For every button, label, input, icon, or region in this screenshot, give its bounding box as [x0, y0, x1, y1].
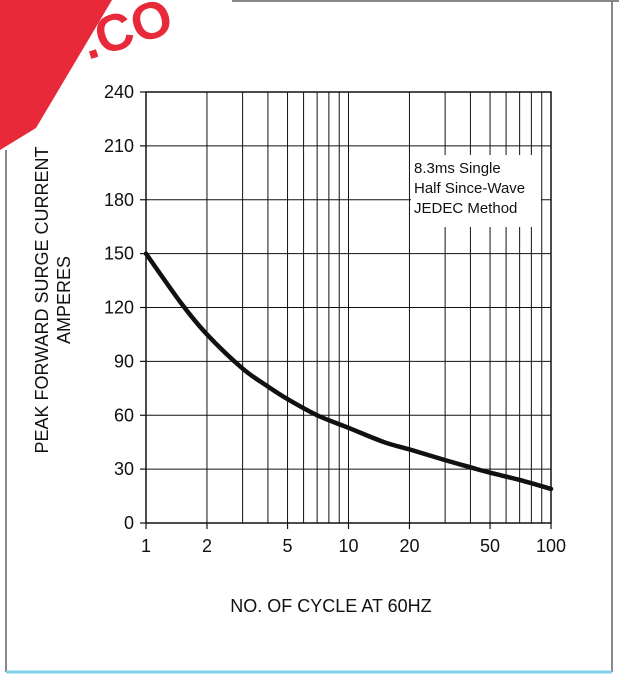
surge-current-curve	[143, 251, 554, 492]
y-tick-label: 90	[114, 351, 134, 371]
annotation-background	[411, 155, 541, 227]
y-tick-label: 150	[104, 244, 134, 264]
watermark: .CO	[0, 0, 180, 150]
x-tick-label: 50	[480, 536, 500, 556]
watermark-logo-shape	[0, 0, 112, 150]
x-tick-label: 100	[536, 536, 566, 556]
x-tick-label: 1	[141, 536, 151, 556]
annotation: 8.3ms Single Half Since-Wave JEDEC Metho…	[411, 155, 541, 227]
watermark-text: .CO	[74, 0, 180, 71]
curve-layer	[143, 251, 554, 492]
x-tick-label: 5	[283, 536, 293, 556]
axis-ticks: 0 30 60 90 120 150 180 210 240 1 2 5 10 20 50 100	[104, 82, 566, 556]
annotation-line-1: 8.3ms Single	[414, 160, 501, 177]
x-tick-label: 10	[338, 536, 358, 556]
y-axis-title-line-2: AMPERES	[54, 256, 74, 344]
x-tick-label: 20	[399, 536, 419, 556]
annotation-line-3: JEDEC Method	[414, 200, 517, 217]
annotation-line-2: Half Since-Wave	[414, 180, 525, 197]
y-axis-title-line-1: PEAK FORWARD SURGE CURRENT	[32, 146, 52, 453]
y-tick-label: 30	[114, 459, 134, 479]
y-tick-label: 120	[104, 298, 134, 318]
y-tick-label: 180	[104, 190, 134, 210]
x-tick-label: 2	[202, 536, 212, 556]
x-axis-title: NO. OF CYCLE AT 60HZ	[230, 596, 431, 616]
y-tick-label: 240	[104, 82, 134, 102]
y-tick-label: 0	[124, 513, 134, 533]
y-tick-label: 60	[114, 405, 134, 425]
y-tick-label: 210	[104, 136, 134, 156]
